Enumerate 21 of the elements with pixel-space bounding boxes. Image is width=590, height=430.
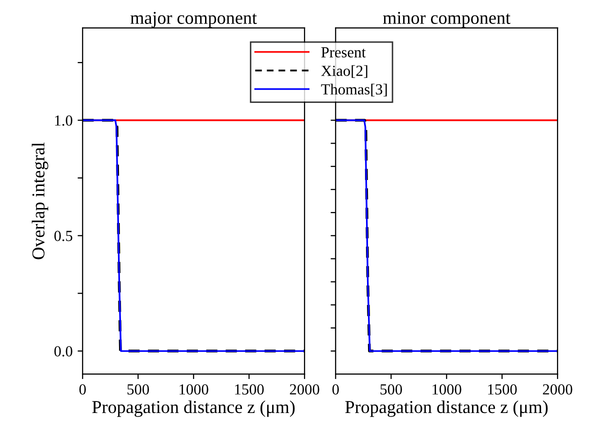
x-tick-label: 1000 (180, 384, 208, 395)
x-tick-label: 2000 (542, 384, 572, 395)
y-axis-title: Overlap integral (32, 142, 48, 260)
x-tick-label: 500 (380, 384, 402, 395)
x-tick-label: 1000 (432, 384, 462, 395)
legend-label: Present (321, 47, 366, 58)
chart-title: minor component (383, 12, 510, 28)
x-tick-label: 500 (128, 384, 149, 395)
x-axis-title: Propagation distance z (μm) (92, 400, 295, 417)
x-tick-label: 2000 (290, 384, 320, 395)
x-axis-title: Propagation distance z (μm) (345, 400, 548, 417)
x-tick-label: 1500 (488, 384, 517, 395)
y-tick-label: 0.0 (54, 346, 72, 357)
x-tick-label: 1500 (235, 384, 264, 395)
y-tick-label: 0.5 (54, 230, 72, 242)
legend-label: Thomas[3] (321, 84, 387, 96)
x-tick-label: 0 (332, 384, 339, 395)
chart-title: major component (130, 12, 257, 28)
x-tick-label: 0 (79, 384, 86, 395)
legend-label: Xiao[2] (321, 65, 368, 78)
y-tick-label: 1.0 (55, 115, 72, 126)
